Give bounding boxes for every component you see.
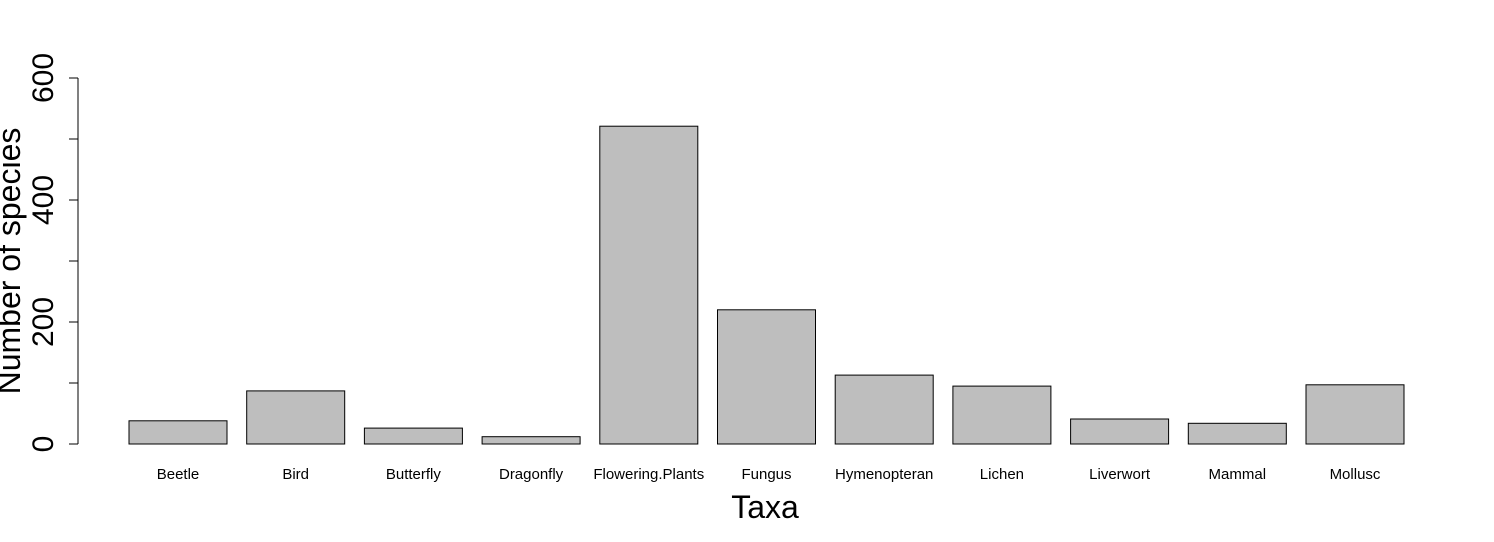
x-tick-label: Flowering.Plants — [593, 466, 704, 483]
bar-flowering-plants — [599, 125, 699, 445]
x-tick-label: Mollusc — [1330, 466, 1381, 483]
x-tick-label: Liverwort — [1089, 466, 1151, 483]
y-tick-label: 200 — [27, 297, 60, 347]
bar-beetle — [128, 420, 228, 445]
bar-fungus — [717, 309, 816, 445]
bar-bird — [246, 390, 346, 445]
bar-liverwort — [1070, 418, 1170, 445]
x-tick-labels: Beetle Bird Butterfly Dragonfly Flowering.Pl… — [157, 466, 1381, 483]
x-axis-title: Taxa — [731, 489, 799, 525]
x-tick-label: Bird — [282, 466, 309, 483]
x-tick-label: Mammal — [1209, 466, 1267, 483]
x-tick-label: Hymenopteran — [835, 466, 933, 483]
bar-dragonfly — [481, 436, 581, 445]
bar-mollusc — [1305, 384, 1405, 445]
x-tick-label: Beetle — [157, 466, 200, 483]
y-tick-label: 0 — [27, 436, 60, 453]
bar-butterfly — [363, 427, 463, 445]
y-tick-label: 600 — [27, 53, 60, 103]
bar-hymenopteran — [834, 374, 934, 445]
x-tick-label: Dragonfly — [499, 466, 564, 483]
y-axis: 0 200 400 600 — [27, 53, 79, 453]
x-tick-label: Lichen — [980, 466, 1024, 483]
bars — [128, 125, 1405, 445]
bar-mammal — [1187, 422, 1287, 445]
y-axis-title: Number of species — [0, 128, 27, 395]
x-tick-label: Butterfly — [386, 466, 442, 483]
bar-lichen — [952, 385, 1052, 445]
x-tick-label: Fungus — [741, 466, 791, 483]
y-tick-label: 400 — [27, 175, 60, 225]
